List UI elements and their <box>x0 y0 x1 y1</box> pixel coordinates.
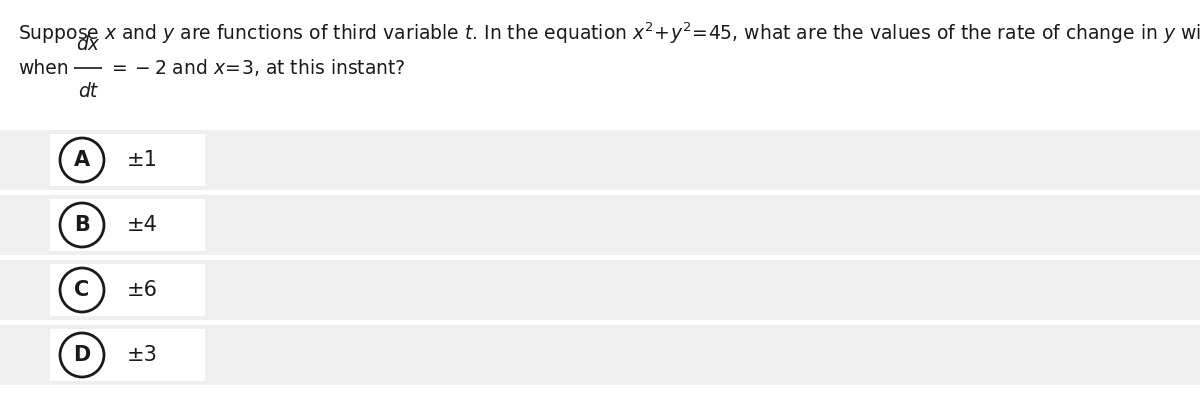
Text: B: B <box>74 215 90 235</box>
Text: ±1: ±1 <box>127 150 158 170</box>
Bar <box>0 260 1200 320</box>
Bar <box>0 130 1200 190</box>
Bar <box>50 199 205 251</box>
Text: ±4: ±4 <box>127 215 158 235</box>
Text: dx: dx <box>77 35 100 54</box>
Text: ±3: ±3 <box>127 345 158 365</box>
Text: $= -2$ and $x\!=\!3$, at this instant?: $= -2$ and $x\!=\!3$, at this instant? <box>108 58 406 79</box>
Bar <box>50 134 205 186</box>
Text: dt: dt <box>78 82 97 101</box>
Text: ±6: ±6 <box>127 280 158 300</box>
Bar <box>50 264 205 316</box>
Bar <box>0 325 1200 385</box>
Text: when: when <box>18 58 68 77</box>
Bar <box>0 195 1200 255</box>
Bar <box>50 329 205 381</box>
Text: D: D <box>73 345 91 365</box>
Text: C: C <box>74 280 90 300</box>
Text: Suppose $x$ and $y$ are functions of third variable $t$. In the equation $x^2\!+: Suppose $x$ and $y$ are functions of thi… <box>18 20 1200 46</box>
Text: A: A <box>74 150 90 170</box>
